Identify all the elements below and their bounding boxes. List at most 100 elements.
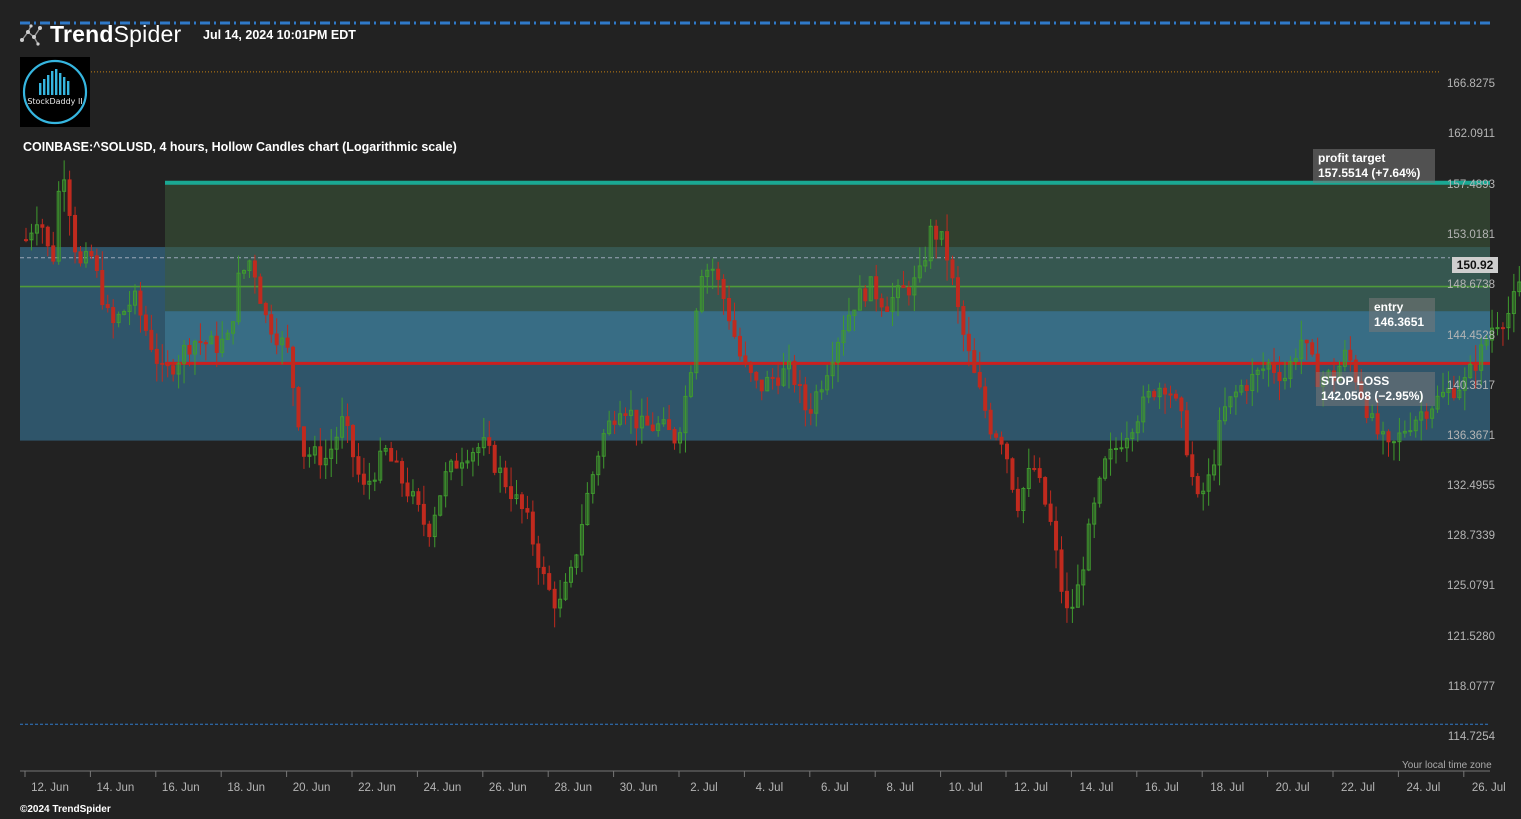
candle-body	[814, 391, 819, 414]
x-tick-label: 20. Jul	[1276, 782, 1310, 794]
candle-body	[601, 433, 606, 457]
candle-body	[427, 523, 432, 538]
candle-body	[203, 342, 208, 345]
profit-target-title: profit target	[1318, 151, 1386, 165]
candle-body	[1032, 467, 1037, 470]
candle-body	[797, 384, 802, 387]
candle-body	[977, 371, 982, 388]
candle-body	[1511, 291, 1516, 315]
x-tick-label: 30. Jun	[620, 782, 658, 794]
candle-body	[1201, 490, 1206, 495]
candle-body	[579, 524, 584, 556]
candle-body	[269, 314, 274, 335]
candle-body	[1261, 368, 1266, 371]
candle-body	[656, 423, 661, 432]
candle-body	[950, 259, 955, 279]
candle-body	[639, 415, 644, 429]
candle-body	[906, 287, 911, 296]
candle-body	[509, 486, 514, 500]
candle-body	[416, 491, 421, 505]
y-tick-label: 128.7339	[1447, 530, 1495, 542]
stockdaddy-logo: StockDaddy II	[20, 57, 90, 127]
candle-body	[1119, 447, 1124, 450]
candle-body	[1386, 431, 1391, 443]
candle-body	[628, 409, 633, 416]
candle-body	[1081, 569, 1086, 586]
x-tick-label: 14. Jul	[1079, 782, 1113, 794]
candle-body	[1424, 411, 1429, 419]
candle-body	[258, 276, 263, 304]
candle-body	[1446, 388, 1451, 393]
candle-body	[994, 433, 999, 438]
y-tick-label: 153.0181	[1447, 229, 1495, 241]
candle-body	[1293, 358, 1298, 362]
candle-body	[1103, 458, 1108, 479]
candle-body	[470, 452, 475, 462]
candle-body	[449, 460, 454, 473]
candle-body	[612, 420, 617, 425]
candle-body	[1255, 369, 1260, 375]
y-tick-label: 121.5280	[1447, 631, 1495, 643]
candle-body	[1266, 362, 1271, 370]
candle-body	[1413, 419, 1418, 432]
candle-body	[1005, 443, 1009, 460]
candle-body	[318, 446, 323, 466]
candle-body	[536, 543, 541, 568]
candle-body	[857, 288, 862, 311]
candle-body	[1168, 393, 1173, 396]
candle-body	[1054, 520, 1059, 551]
candle-body	[111, 307, 116, 324]
candle-body	[165, 363, 170, 367]
candle-body	[634, 409, 639, 429]
stop-loss-value: 142.0508 (−2.95%)	[1321, 389, 1424, 403]
candle-body	[618, 413, 623, 425]
candle-body	[487, 437, 492, 446]
candle-body	[1157, 387, 1162, 398]
candle-body	[1223, 406, 1227, 422]
candle-body	[122, 311, 127, 315]
x-tick-label: 22. Jul	[1341, 782, 1375, 794]
candle-body	[421, 503, 426, 525]
candle-body	[999, 436, 1004, 445]
candle-body	[1021, 488, 1026, 511]
candle-body	[1179, 397, 1184, 412]
candle-body	[748, 362, 753, 373]
candle-body	[574, 554, 579, 568]
symbol-title: COINBASE:^SOLUSD, 4 hours, Hollow Candle…	[23, 140, 457, 154]
candle-body	[819, 389, 824, 393]
candle-body	[667, 419, 672, 431]
candle-body	[983, 386, 988, 411]
candle-body	[1451, 388, 1456, 399]
candle-body	[51, 245, 56, 262]
candle-body	[1124, 437, 1129, 449]
candle-body	[694, 310, 699, 374]
x-tick-label: 20. Jun	[293, 782, 331, 794]
x-tick-label: 18. Jul	[1210, 782, 1244, 794]
candle-body	[1097, 477, 1102, 504]
x-tick-label: 4. Jul	[756, 782, 784, 794]
candle-body	[443, 471, 448, 497]
candle-body	[454, 460, 459, 469]
candle-body	[1299, 339, 1304, 360]
candle-body	[1146, 391, 1151, 398]
candle-body	[340, 416, 345, 438]
candle-body	[274, 333, 279, 346]
last-price-tag: 150.92	[1452, 257, 1498, 273]
candle-body	[1408, 430, 1413, 433]
candle-body	[367, 480, 372, 485]
candle-body	[182, 344, 187, 364]
candle-body	[705, 269, 710, 278]
candle-body	[405, 482, 410, 497]
candle-body	[945, 231, 950, 261]
candle-body	[737, 335, 742, 357]
candle-body	[699, 276, 704, 312]
candle-body	[187, 344, 192, 355]
candle-body	[40, 224, 45, 228]
candle-body	[552, 588, 557, 609]
y-tick-label: 136.3671	[1447, 430, 1495, 442]
candle-body	[83, 251, 88, 264]
candle-body	[1397, 432, 1402, 443]
candle-body	[1233, 391, 1238, 398]
candle-body	[1342, 349, 1347, 367]
